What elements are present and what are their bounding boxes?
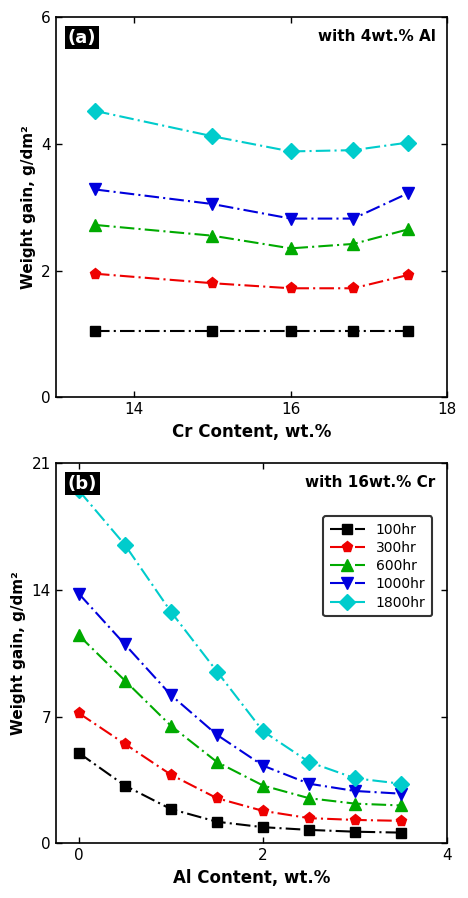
Y-axis label: Weight gain, g/dm²: Weight gain, g/dm²: [21, 126, 36, 289]
Y-axis label: Weight gain, g/dm²: Weight gain, g/dm²: [11, 571, 26, 735]
X-axis label: Al Content, wt.%: Al Content, wt.%: [173, 869, 330, 887]
X-axis label: Cr Content, wt.%: Cr Content, wt.%: [172, 423, 331, 441]
Text: (a): (a): [67, 29, 96, 47]
Text: (b): (b): [67, 475, 97, 493]
Text: with 16wt.% Cr: with 16wt.% Cr: [305, 475, 436, 489]
Text: with 4wt.% Al: with 4wt.% Al: [318, 29, 436, 43]
Legend: 100hr, 300hr, 600hr, 1000hr, 1800hr: 100hr, 300hr, 600hr, 1000hr, 1800hr: [323, 515, 432, 616]
